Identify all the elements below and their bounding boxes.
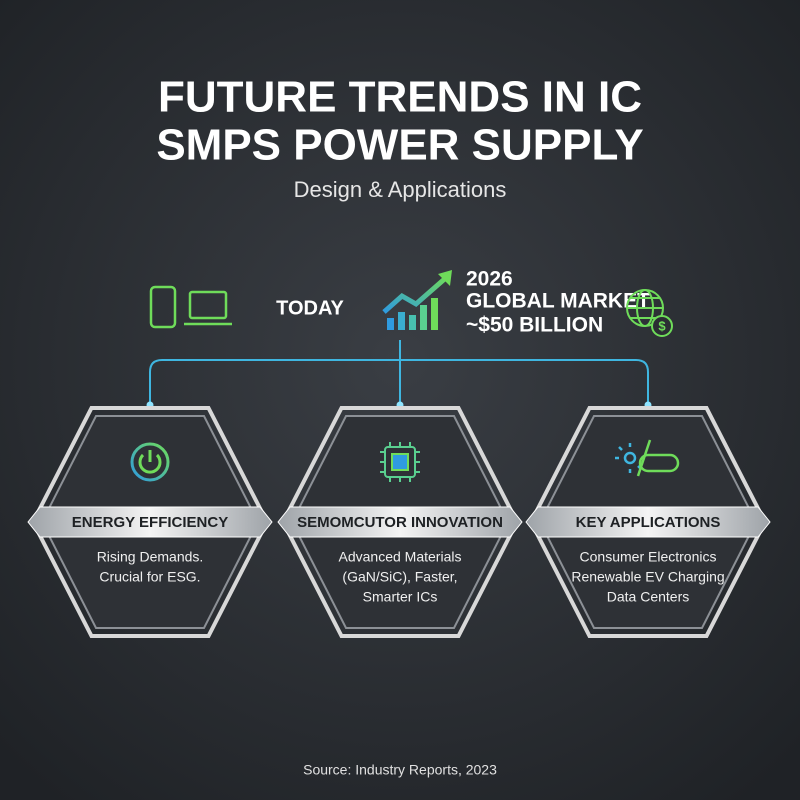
market-label: GLOBAL MARKET xyxy=(466,290,650,313)
card: ENERGY EFFICIENCY Rising Demands. Crucial … xyxy=(27,406,273,638)
today-label: TODAY xyxy=(276,297,344,319)
card-banner xyxy=(525,506,771,538)
card-text: Consumer Electronics xyxy=(580,549,717,565)
growth-icon xyxy=(382,270,452,330)
card-text: Rising Demands. xyxy=(97,549,204,565)
svg-text:$: $ xyxy=(658,318,666,333)
cards: ENERGY EFFICIENCY Rising Demands. Crucial … xyxy=(27,406,771,638)
card-heading: KEY APPLICATIONS xyxy=(576,514,721,531)
globe-icon: $ xyxy=(626,289,673,337)
card-banner xyxy=(277,506,523,538)
card-text: Smarter ICs xyxy=(363,589,438,605)
subtitle: Design & Applications xyxy=(294,177,507,202)
card: KEY APPLICATIONS Consumer Electronics Rene… xyxy=(525,406,771,638)
market-year: 2026 xyxy=(466,268,513,291)
title-line: FUTURE TRENDS IN IC xyxy=(158,73,642,122)
card-heading: SEMOMCUTOR INNOVATION xyxy=(297,514,503,531)
power-icon xyxy=(130,442,170,482)
title-line: SMPS POWER SUPPLY xyxy=(156,121,643,170)
card-text: Advanced Materials xyxy=(339,549,462,565)
market-value: ~$50 BILLION xyxy=(466,314,603,337)
card-heading: ENERGY EFFICIENCY xyxy=(72,514,228,531)
connector xyxy=(149,340,649,405)
card-text: (GaN/SiC), Faster, xyxy=(342,569,457,585)
card: SEMOMCUTOR INNOVATION Advanced Materials (… xyxy=(277,406,523,638)
card-text: Crucial for ESG. xyxy=(99,569,200,585)
card-text: Renewable EV Charging xyxy=(571,569,724,585)
chip-icon xyxy=(380,442,420,482)
card-banner xyxy=(27,506,273,538)
card-text: Data Centers xyxy=(607,589,689,605)
source: Source: Industry Reports, 2023 xyxy=(303,762,497,778)
apps-icon xyxy=(615,439,680,477)
device-icon xyxy=(149,285,232,329)
